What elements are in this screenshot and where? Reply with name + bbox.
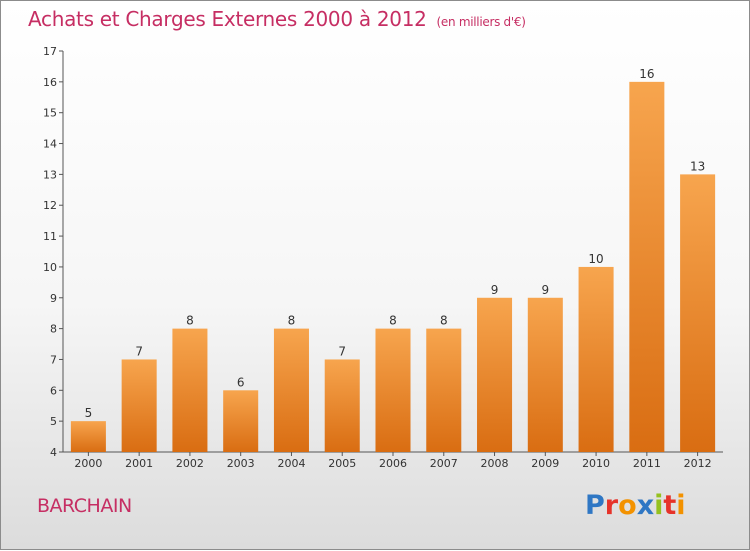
data-label: 8 bbox=[186, 314, 194, 328]
chart-title-text: Achats et Charges Externes 2000 à 2012 bbox=[28, 7, 427, 31]
x-tick-label: 2008 bbox=[481, 457, 509, 470]
y-tick-label: 12 bbox=[43, 199, 57, 212]
logo-letter: t bbox=[663, 490, 677, 521]
y-tick-label: 11 bbox=[43, 230, 57, 243]
y-tick-label: 6 bbox=[50, 384, 57, 397]
logo-letter: i bbox=[676, 490, 686, 521]
x-tick-label: 2005 bbox=[328, 457, 356, 470]
bar bbox=[324, 359, 360, 452]
data-label: 16 bbox=[639, 67, 654, 81]
data-label: 6 bbox=[237, 375, 245, 389]
y-tick-label: 14 bbox=[43, 138, 57, 151]
data-label: 7 bbox=[135, 344, 143, 358]
bar bbox=[629, 81, 665, 452]
bar bbox=[578, 266, 614, 452]
y-tick-label: 8 bbox=[50, 323, 57, 336]
y-tick-label: 7 bbox=[50, 353, 57, 366]
x-tick-label: 2011 bbox=[633, 457, 661, 470]
x-tick-label: 2009 bbox=[531, 457, 559, 470]
data-label: 9 bbox=[541, 283, 549, 297]
x-tick-label: 2001 bbox=[125, 457, 153, 470]
bar bbox=[477, 297, 513, 452]
bar bbox=[527, 297, 563, 452]
data-label: 13 bbox=[690, 159, 705, 173]
bar bbox=[121, 359, 157, 452]
y-tick-label: 15 bbox=[43, 107, 57, 120]
y-tick-label: 10 bbox=[43, 261, 57, 274]
chart-title: Achats et Charges Externes 2000 à 2012 (e… bbox=[28, 7, 526, 31]
data-label: 7 bbox=[338, 344, 346, 358]
logo-letter: r bbox=[604, 490, 619, 521]
y-tick-label: 16 bbox=[43, 76, 57, 89]
bar bbox=[680, 174, 716, 452]
x-tick-label: 2002 bbox=[176, 457, 204, 470]
y-tick-label: 5 bbox=[50, 415, 57, 428]
proxiti-logo[interactable]: Proxiti bbox=[585, 490, 686, 521]
bar bbox=[172, 328, 208, 452]
data-label: 8 bbox=[389, 314, 397, 328]
x-tick-label: 2006 bbox=[379, 457, 407, 470]
data-label: 8 bbox=[288, 314, 296, 328]
logo-letter: P bbox=[585, 490, 605, 521]
data-label: 8 bbox=[440, 314, 448, 328]
x-tick-label: 2000 bbox=[74, 457, 102, 470]
bar bbox=[375, 328, 411, 452]
bar bbox=[223, 390, 259, 452]
y-tick-label: 13 bbox=[43, 168, 57, 181]
y-tick-label: 9 bbox=[50, 292, 57, 305]
data-label: 5 bbox=[85, 406, 93, 420]
x-tick-label: 2012 bbox=[684, 457, 712, 470]
y-tick-label: 17 bbox=[43, 45, 57, 58]
x-tick-label: 2007 bbox=[430, 457, 458, 470]
logo-letter: x bbox=[636, 490, 655, 521]
x-tick-label: 2010 bbox=[582, 457, 610, 470]
data-label: 10 bbox=[588, 252, 603, 266]
bar bbox=[70, 421, 106, 452]
chart-subtitle: (en milliers d'€) bbox=[436, 15, 526, 29]
logo-letter: i bbox=[654, 490, 664, 521]
x-tick-label: 2003 bbox=[227, 457, 255, 470]
bar bbox=[273, 328, 309, 452]
y-tick-label: 4 bbox=[50, 446, 57, 459]
commune-name: BARCHAIN bbox=[37, 495, 132, 517]
data-label: 9 bbox=[491, 283, 499, 297]
logo-letter: o bbox=[618, 490, 637, 521]
x-tick-label: 2004 bbox=[277, 457, 305, 470]
bar bbox=[426, 328, 462, 452]
